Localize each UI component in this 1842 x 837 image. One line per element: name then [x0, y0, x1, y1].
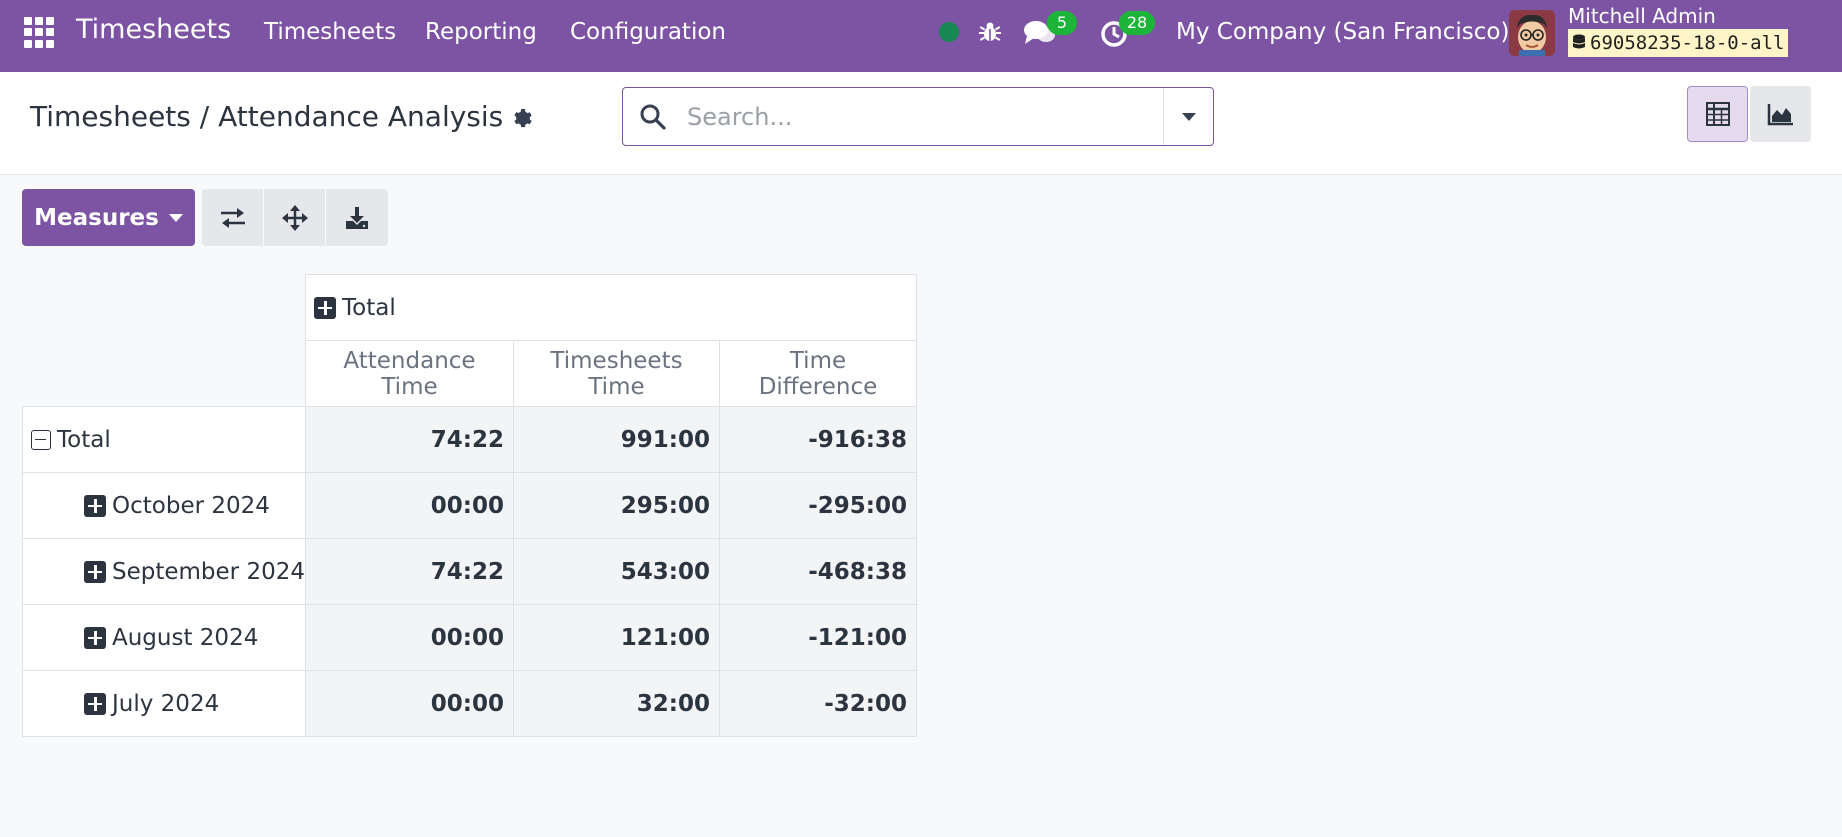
cell-time-difference[interactable]: -295:00 [719, 472, 917, 539]
plus-square-icon [84, 626, 106, 649]
column-header-total[interactable]: Total [305, 274, 917, 341]
download-button[interactable] [326, 189, 388, 246]
breadcrumb: Timesheets / Attendance Analysis [30, 100, 533, 133]
download-icon [346, 206, 368, 229]
expand-all-button[interactable] [264, 189, 326, 246]
top-navbar: Timesheets Timesheets Reporting Configur… [0, 0, 1842, 72]
cell-timesheets-time[interactable]: 543:00 [513, 538, 720, 605]
move-arrows-icon [281, 204, 308, 231]
measure-header-timesheets-time[interactable]: Timesheets Time [513, 340, 720, 407]
app-menu-icon[interactable] [24, 17, 55, 48]
pivot-table: Total Attendance Time Timesheets Time Ti… [22, 274, 917, 737]
plus-square-icon [84, 494, 106, 517]
cell-attendance-time[interactable]: 00:00 [305, 670, 514, 737]
flip-axis-button[interactable] [202, 189, 264, 246]
minus-square-icon [31, 429, 51, 450]
row-header-label: Total [57, 426, 111, 453]
gear-icon[interactable] [511, 106, 533, 128]
pivot-tool-group [202, 189, 388, 246]
column-header-label: Total [342, 294, 396, 321]
cell-timesheets-time[interactable]: 32:00 [513, 670, 720, 737]
row-header-total[interactable]: Total [22, 406, 306, 473]
page-title: Timesheets / Attendance Analysis [30, 100, 504, 133]
cell-attendance-time[interactable]: 00:00 [305, 472, 514, 539]
menu-reporting[interactable]: Reporting [425, 19, 537, 45]
cell-timesheets-time[interactable]: 295:00 [513, 472, 720, 539]
table-row: August 2024 00:00 121:00 -121:00 [22, 604, 917, 671]
app-brand[interactable]: Timesheets [76, 14, 232, 45]
search-bar [622, 87, 1214, 146]
measures-label: Measures [34, 204, 159, 231]
measure-header-time-difference[interactable]: Time Difference [719, 340, 917, 407]
row-header-label: July 2024 [112, 690, 220, 717]
swap-arrows-icon [220, 207, 245, 228]
row-header-label: August 2024 [112, 624, 259, 651]
graph-view-button[interactable] [1750, 86, 1811, 142]
table-row: July 2024 00:00 32:00 -32:00 [22, 670, 917, 737]
area-chart-icon [1767, 104, 1793, 126]
activities-count-badge: 28 [1119, 11, 1155, 35]
database-badge: 69058235-18-0-all [1568, 29, 1789, 57]
control-panel: Timesheets / Attendance Analysis [0, 72, 1842, 175]
row-header-september-2024[interactable]: September 2024 [22, 538, 306, 605]
cell-attendance-time[interactable]: 74:22 [305, 538, 514, 605]
chevron-down-icon [1181, 112, 1196, 121]
table-row: October 2024 00:00 295:00 -295:00 [22, 472, 917, 539]
menu-configuration[interactable]: Configuration [570, 19, 726, 45]
row-header-label: October 2024 [112, 492, 270, 519]
cell-time-difference[interactable]: -468:38 [719, 538, 917, 605]
cell-timesheets-time[interactable]: 121:00 [513, 604, 720, 671]
cell-time-difference[interactable]: -121:00 [719, 604, 917, 671]
cell-time-difference[interactable]: -32:00 [719, 670, 917, 737]
cell-timesheets-time[interactable]: 991:00 [513, 406, 720, 473]
table-row-total: Total 74:22 991:00 -916:38 [22, 406, 917, 473]
row-header-label: September 2024 [112, 558, 305, 585]
caret-down-icon [168, 213, 183, 222]
menu-timesheets[interactable]: Timesheets [264, 19, 397, 45]
search-icon [640, 104, 666, 130]
plus-square-icon [84, 560, 106, 583]
company-switcher[interactable]: My Company (San Francisco) [1176, 19, 1510, 45]
cell-time-difference[interactable]: -916:38 [719, 406, 917, 473]
pivot-view-button[interactable] [1687, 86, 1748, 142]
plus-square-icon [84, 692, 106, 715]
cell-attendance-time[interactable]: 74:22 [305, 406, 514, 473]
bug-icon[interactable] [978, 20, 1002, 44]
table-icon [1705, 102, 1730, 126]
presence-status-icon[interactable] [939, 22, 959, 42]
row-header-october-2024[interactable]: October 2024 [22, 472, 306, 539]
user-name[interactable]: Mitchell Admin [1568, 4, 1716, 28]
measures-button[interactable]: Measures [22, 189, 195, 246]
activity-clock-icon[interactable] [1099, 19, 1129, 49]
user-avatar[interactable] [1509, 10, 1555, 56]
table-row: September 2024 74:22 543:00 -468:38 [22, 538, 917, 605]
search-input[interactable] [687, 102, 1147, 131]
search-options-toggle[interactable] [1163, 88, 1213, 145]
row-header-july-2024[interactable]: July 2024 [22, 670, 306, 737]
database-name: 69058235-18-0-all [1590, 32, 1785, 54]
plus-square-icon [314, 296, 336, 319]
database-icon [1573, 34, 1585, 49]
row-header-august-2024[interactable]: August 2024 [22, 604, 306, 671]
measure-header-attendance-time[interactable]: Attendance Time [305, 340, 514, 407]
cell-attendance-time[interactable]: 00:00 [305, 604, 514, 671]
messages-count-badge: 5 [1047, 11, 1077, 35]
